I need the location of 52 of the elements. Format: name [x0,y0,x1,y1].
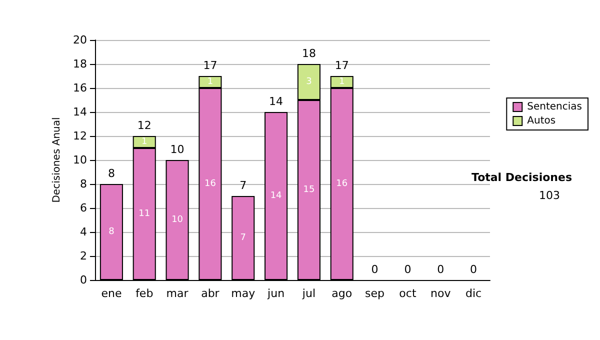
data-label: 1 [339,77,345,87]
y-tick-label: 4 [80,226,87,238]
total-label: 0 [470,263,478,276]
total-label: 10 [170,143,184,156]
x-tick-label: abr [201,287,220,300]
x-tick-label: mar [166,287,189,300]
total-label: 17 [203,59,218,72]
data-label: 16 [204,179,216,189]
data-label: 1 [142,137,148,147]
legend-label: Autos [527,116,556,126]
total-label: 12 [137,119,152,132]
text: 103 [539,189,560,202]
y-tick-label: 16 [73,82,87,94]
data-label: 16 [336,179,348,189]
data-label: 1 [207,77,214,87]
data-label: 8 [108,227,115,237]
data-label: 11 [138,209,150,219]
x-tick-label: dic [465,287,482,300]
x-tick-label: may [231,287,256,300]
y-tick-label: 10 [73,154,87,166]
annotation: Total Decisiones [472,171,572,184]
data-label: 7 [240,233,246,243]
total-label: 0 [404,263,412,276]
y-tick-label: 0 [80,274,87,286]
x-tick-label: nov [430,287,452,300]
y-tick-label: 14 [73,106,87,118]
data-label: 3 [306,77,312,87]
total-label: 8 [108,167,115,180]
total-label: 14 [269,95,284,108]
total-label: 18 [302,47,316,60]
y-tick-label: 12 [73,130,87,142]
y-tick-label: 18 [73,58,87,70]
y-tick-label: 2 [80,250,87,262]
total-label: 17 [334,59,349,72]
y-axis-title: Decisiones Anual [52,117,63,203]
x-tick-label: oct [399,287,417,300]
data-label: 14 [270,191,282,201]
data-label: 10 [172,215,184,225]
x-tick-label: feb [136,287,154,300]
x-tick-label: jun [266,287,285,300]
data-label: 15 [303,185,315,195]
total-label: 7 [240,179,247,192]
y-tick-label: 8 [80,178,87,190]
y-tick-label: 6 [80,202,87,214]
y-tick-label: 20 [73,34,87,46]
legend-label: Sentencias [527,102,582,112]
total-label: 0 [371,263,378,276]
total-label: 0 [437,263,444,276]
x-tick-label: ago [332,287,352,300]
x-tick-label: sep [365,287,385,300]
x-tick-label: ene [101,287,122,300]
x-tick-label: jul [301,287,316,300]
